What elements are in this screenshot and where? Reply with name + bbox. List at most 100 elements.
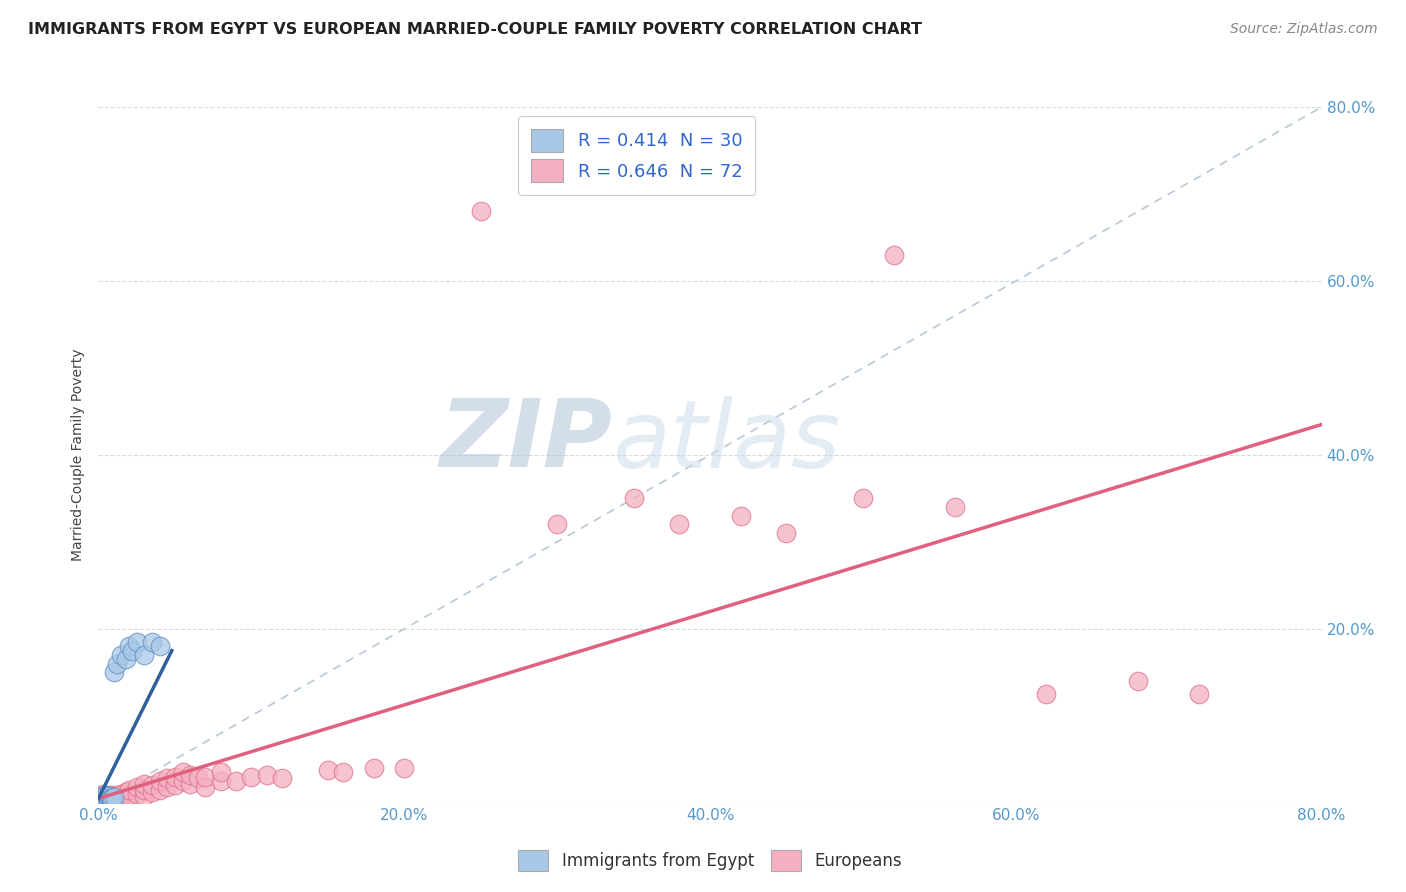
Text: Source: ZipAtlas.com: Source: ZipAtlas.com (1230, 22, 1378, 37)
Point (93, 790, 115, 805)
Point (91, 794, 114, 808)
Point (94, 788, 117, 802)
Point (179, 777, 201, 791)
Point (623, 491, 645, 506)
Point (100, 793, 122, 807)
Point (1188, 687, 1211, 701)
Point (156, 780, 179, 794)
Point (105, 657, 128, 671)
Point (93, 791, 115, 805)
Point (194, 780, 217, 794)
Point (118, 639, 141, 653)
Point (225, 774, 247, 789)
Point (110, 787, 132, 801)
Point (110, 790, 132, 805)
Point (97, 793, 120, 807)
Point (110, 648, 132, 662)
Point (98, 790, 121, 805)
Y-axis label: Married-Couple Family Poverty: Married-Couple Family Poverty (72, 349, 86, 561)
Point (100, 792, 122, 806)
Point (125, 787, 148, 801)
Point (90, 793, 112, 807)
Point (179, 768, 201, 782)
Point (125, 780, 148, 794)
Point (121, 643, 143, 657)
Point (187, 772, 209, 786)
Point (1035, 687, 1057, 701)
Point (118, 782, 141, 797)
Point (103, 665, 125, 680)
Point (89, 794, 111, 808)
Point (668, 517, 690, 532)
Point (240, 770, 263, 784)
Point (94, 793, 117, 807)
Point (852, 491, 875, 506)
Point (105, 788, 128, 802)
Text: ZIP: ZIP (439, 395, 612, 487)
Point (149, 782, 172, 797)
Point (115, 785, 138, 799)
Point (91, 790, 114, 805)
Point (90, 792, 112, 806)
Point (883, 248, 905, 262)
Point (172, 765, 194, 780)
Point (115, 791, 138, 805)
Point (91, 793, 114, 807)
Point (89, 791, 111, 805)
Point (98, 794, 121, 808)
Point (134, 777, 156, 791)
Point (94, 792, 117, 806)
Point (470, 204, 492, 219)
Point (134, 782, 156, 797)
Point (172, 774, 194, 789)
Point (91, 792, 114, 806)
Point (209, 765, 232, 780)
Point (730, 508, 752, 523)
Point (546, 517, 568, 532)
Point (89, 791, 111, 805)
Point (97, 794, 120, 808)
Point (392, 761, 416, 775)
Point (93, 794, 115, 808)
Point (149, 774, 172, 789)
Point (163, 778, 186, 792)
Point (103, 789, 125, 804)
Point (89, 794, 111, 808)
Text: atlas: atlas (612, 395, 841, 486)
Point (156, 772, 179, 786)
Point (97, 791, 120, 805)
Point (98, 789, 121, 803)
Point (91, 787, 114, 801)
Point (105, 792, 128, 806)
Point (141, 635, 163, 649)
Point (332, 765, 354, 780)
Point (101, 791, 124, 805)
Point (194, 770, 217, 784)
Point (134, 789, 156, 803)
Point (90, 795, 112, 809)
Point (256, 768, 278, 782)
Point (316, 763, 339, 777)
Point (100, 788, 122, 802)
Legend: Immigrants from Egypt, Europeans: Immigrants from Egypt, Europeans (512, 843, 908, 878)
Point (209, 774, 232, 789)
Point (115, 652, 138, 666)
Point (163, 770, 186, 784)
Point (101, 791, 124, 805)
Point (270, 772, 292, 786)
Point (943, 500, 966, 514)
Point (97, 789, 120, 804)
Point (98, 792, 121, 806)
Point (125, 635, 148, 649)
Point (103, 793, 125, 807)
Point (363, 761, 385, 775)
Point (141, 785, 163, 799)
Point (118, 789, 141, 803)
Point (100, 790, 122, 805)
Point (93, 795, 115, 809)
Point (101, 789, 124, 803)
Text: IMMIGRANTS FROM EGYPT VS EUROPEAN MARRIED-COUPLE FAMILY POVERTY CORRELATION CHAR: IMMIGRANTS FROM EGYPT VS EUROPEAN MARRIE… (28, 22, 922, 37)
Point (775, 526, 797, 541)
Point (149, 639, 172, 653)
Point (94, 789, 117, 803)
